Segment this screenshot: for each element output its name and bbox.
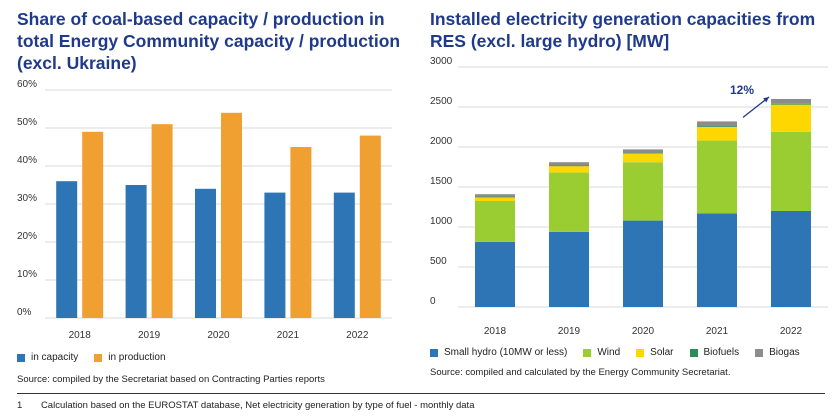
bar-small-2020 bbox=[623, 220, 663, 307]
bar-solar-2021 bbox=[697, 127, 737, 141]
legend-item-small-hydro: Small hydro (10MW or less) bbox=[430, 347, 567, 358]
legend-item-wind: Wind bbox=[583, 347, 620, 358]
coal-share-source: Source: compiled by the Secretariat base… bbox=[17, 374, 325, 385]
bar-small-2018 bbox=[475, 241, 515, 307]
y-tick-label: 500 bbox=[430, 256, 447, 267]
bar-in-capacity-2020 bbox=[195, 188, 216, 318]
legend-label-small-hydro: Small hydro (10MW or less) bbox=[444, 347, 568, 358]
x-tick-label: 2021 bbox=[706, 326, 729, 337]
y-tick-label: 30% bbox=[17, 193, 37, 204]
legend-label-biofuels: Biofuels bbox=[703, 347, 740, 358]
bar-solar-2019 bbox=[549, 166, 589, 173]
x-tick-label: 2020 bbox=[207, 330, 230, 341]
legend-label-capacity: in capacity bbox=[31, 352, 79, 363]
bar-biofuels-2022 bbox=[771, 103, 811, 105]
bar-biogas-2021 bbox=[697, 121, 737, 127]
legend-item-biofuels: Biofuels bbox=[689, 347, 740, 358]
x-tick-label: 2022 bbox=[346, 330, 369, 341]
bar-wind-2020 bbox=[623, 162, 663, 221]
y-tick-label: 3000 bbox=[430, 56, 453, 67]
legend-item-capacity: in capacity bbox=[17, 352, 78, 363]
bar-biogas-2019 bbox=[549, 162, 589, 166]
y-tick-label: 40% bbox=[17, 155, 37, 166]
footnote-number: 1 bbox=[17, 400, 23, 411]
bar-wind-2019 bbox=[549, 172, 589, 232]
footnote-text: Calculation based on the EUROSTAT databa… bbox=[40, 400, 475, 411]
bar-in-capacity-2019 bbox=[125, 185, 147, 318]
bar-small-2021 bbox=[697, 213, 737, 307]
bar-in-production-2019 bbox=[151, 124, 173, 318]
y-tick-label: 20% bbox=[17, 231, 37, 242]
bar-biogas-2018 bbox=[475, 194, 515, 197]
bar-in-capacity-2018 bbox=[56, 181, 78, 318]
bar-small-2019 bbox=[549, 231, 589, 307]
legend-swatch-capacity bbox=[17, 353, 25, 362]
legend-swatch-production bbox=[94, 353, 103, 362]
chart-title-coal-share: Share of coal-based capacity / productio… bbox=[17, 9, 401, 73]
legend-swatch-biofuels bbox=[689, 348, 698, 357]
legend-item-biogas: Biogas bbox=[755, 347, 800, 358]
y-tick-label: 0 bbox=[430, 296, 436, 307]
x-tick-label: 2018 bbox=[484, 326, 507, 337]
chart-title-res-capacity: Installed electricity generation capacit… bbox=[430, 9, 816, 51]
footnote: 1 Calculation based on the EUROSTAT data… bbox=[17, 400, 474, 411]
x-tick-label: 2019 bbox=[558, 326, 581, 337]
footnote-divider bbox=[17, 393, 825, 394]
x-tick-label: 2020 bbox=[632, 326, 655, 337]
legend-label-production: in production bbox=[108, 352, 166, 363]
y-tick-label: 2000 bbox=[430, 136, 453, 147]
x-tick-label: 2022 bbox=[780, 326, 803, 337]
bar-biogas-2022 bbox=[771, 99, 811, 104]
legend-label-wind: Wind bbox=[597, 347, 621, 358]
x-tick-label: 2018 bbox=[69, 330, 92, 341]
bar-in-production-2021 bbox=[290, 147, 312, 318]
x-tick-label: 2021 bbox=[277, 330, 300, 341]
bar-biofuels-2018 bbox=[475, 196, 515, 198]
legend-swatch-biogas bbox=[755, 348, 764, 357]
bar-biofuels-2021 bbox=[697, 126, 737, 127]
bar-solar-2022 bbox=[771, 104, 811, 132]
bar-biofuels-2019 bbox=[549, 165, 589, 167]
y-tick-label: 0% bbox=[17, 307, 32, 318]
y-tick-label: 1000 bbox=[430, 216, 453, 227]
legend-swatch-wind bbox=[583, 348, 592, 357]
bar-wind-2021 bbox=[697, 140, 737, 214]
y-tick-label: 2500 bbox=[430, 96, 453, 107]
bar-biogas-2020 bbox=[623, 149, 663, 153]
coal-share-legend: in capacity in production bbox=[17, 352, 182, 363]
legend-swatch-solar bbox=[636, 348, 645, 357]
bar-small-2022 bbox=[771, 211, 811, 307]
legend-item-solar: Solar bbox=[636, 347, 674, 358]
res-capacity-source: Source: compiled and calculated by the E… bbox=[430, 367, 731, 378]
bar-wind-2018 bbox=[475, 201, 515, 242]
bar-biofuels-2020 bbox=[623, 152, 663, 154]
legend-item-production: in production bbox=[94, 352, 166, 363]
legend-label-biogas: Biogas bbox=[769, 347, 800, 358]
res-capacity-legend: Small hydro (10MW or less) Wind Solar Bi… bbox=[430, 347, 816, 358]
y-tick-label: 50% bbox=[17, 117, 37, 128]
growth-annotation: 12% bbox=[730, 83, 754, 97]
bar-in-production-2018 bbox=[82, 131, 104, 318]
y-tick-label: 1500 bbox=[430, 176, 453, 187]
bar-wind-2022 bbox=[771, 131, 811, 211]
bar-in-capacity-2021 bbox=[264, 192, 286, 318]
growth-arrow-head bbox=[763, 97, 769, 103]
bar-solar-2020 bbox=[623, 153, 663, 163]
bar-in-production-2022 bbox=[359, 135, 381, 318]
bar-solar-2018 bbox=[475, 197, 515, 201]
legend-label-solar: Solar bbox=[650, 347, 674, 358]
growth-arrow bbox=[742, 96, 770, 118]
x-tick-label: 2019 bbox=[138, 330, 161, 341]
y-tick-label: 10% bbox=[17, 269, 37, 280]
legend-swatch-small-hydro bbox=[430, 348, 438, 357]
bar-in-production-2020 bbox=[221, 112, 242, 318]
y-tick-label: 60% bbox=[17, 79, 37, 90]
bar-in-capacity-2022 bbox=[333, 192, 355, 318]
